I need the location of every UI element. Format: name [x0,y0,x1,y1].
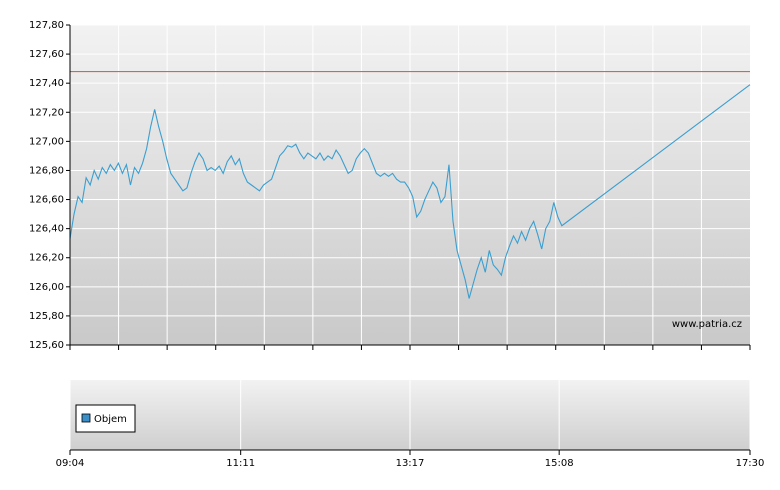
y-tick-label: 126,00 [29,282,64,293]
marks [69,70,751,299]
x-tick-label: 13:17 [396,458,425,469]
y-tick-label: 127,60 [29,49,64,60]
legend-swatch [81,413,91,423]
y-tick-label: 125,60 [29,340,64,351]
y-tick-label: 127,40 [29,78,64,89]
grid [66,24,751,455]
price-line [69,84,751,299]
legend-label: Objem [94,414,127,425]
x-tick-label: 11:11 [226,458,255,469]
x-tick-label: 15:08 [545,458,574,469]
x-tick-label: 17:30 [736,458,765,469]
x-tick-label: 09:04 [56,458,85,469]
y-tick-label: 126,40 [29,224,64,235]
y-tick-label: 127,00 [29,136,64,147]
watermark: www.patria.cz [672,319,742,330]
y-tick-label: 127,20 [29,107,64,118]
y-tick-label: 127,80 [29,20,64,31]
y-tick-label: 125,80 [29,311,64,322]
y-tick-label: 126,60 [29,195,64,206]
y-tick-label: 126,80 [29,165,64,176]
y-tick-label: 126,20 [29,253,64,264]
